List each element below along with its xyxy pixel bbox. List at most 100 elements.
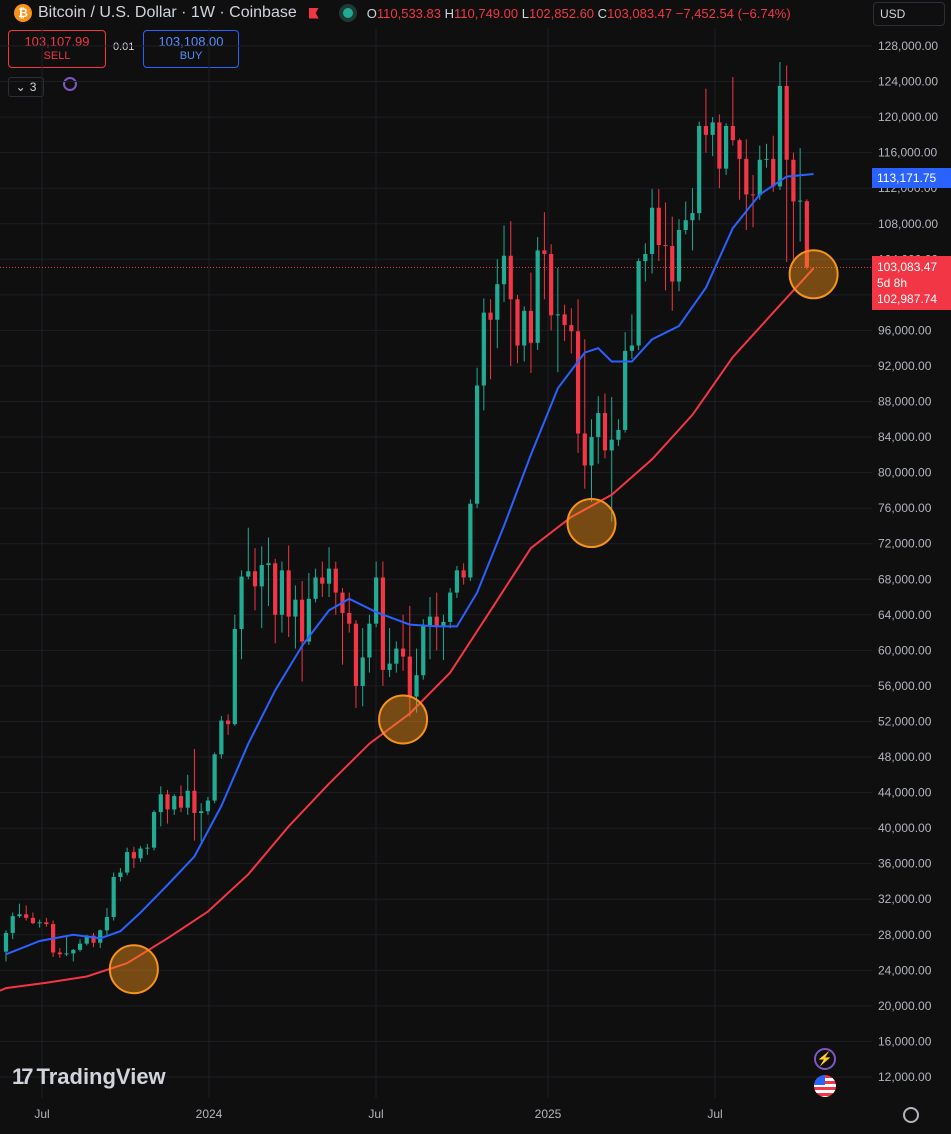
candle <box>750 174 756 228</box>
candle <box>30 912 36 925</box>
candle-body <box>690 213 695 221</box>
candle-body <box>374 577 379 624</box>
candle <box>562 304 567 342</box>
candle <box>649 189 655 274</box>
candle-body <box>57 952 62 955</box>
candle <box>374 561 379 628</box>
price-tick-label: 128,000.00 <box>878 39 938 53</box>
candle <box>488 299 493 380</box>
highlight-circle <box>378 694 429 745</box>
candle <box>71 948 76 962</box>
candle-body <box>427 616 433 626</box>
candle <box>145 844 150 855</box>
candle <box>757 145 762 200</box>
candle <box>219 716 224 759</box>
candle-body <box>798 200 803 202</box>
candle-body <box>764 158 769 160</box>
candle <box>542 212 547 300</box>
candle <box>764 143 769 168</box>
candle <box>104 908 110 935</box>
candle-body <box>165 794 170 810</box>
refresh-icon[interactable] <box>63 77 77 91</box>
candle-body <box>744 158 749 195</box>
candle-body <box>387 663 392 670</box>
candle <box>414 648 419 713</box>
candle <box>165 789 170 824</box>
candle <box>232 614 237 726</box>
time-axis-label: Jul <box>368 1107 383 1121</box>
candle <box>636 258 641 350</box>
candle-body <box>3 932 9 952</box>
indicators-toggle[interactable]: ⌄ 3 <box>8 77 44 97</box>
price-tick-label: 120,000.00 <box>878 110 938 124</box>
candle-body <box>549 253 554 316</box>
currency-selector[interactable]: USD <box>873 2 945 26</box>
buy-button[interactable]: 103,108.00 BUY <box>143 30 239 68</box>
candle <box>535 237 540 350</box>
candle-body <box>623 350 628 430</box>
candle <box>508 221 513 366</box>
symbol-title[interactable]: Bitcoin / U.S. Dollar · 1W · Coinbase <box>38 4 297 21</box>
candle-body <box>629 345 634 351</box>
candle <box>313 568 318 603</box>
price-tick-label: 32,000.00 <box>878 892 932 906</box>
candle <box>690 188 695 251</box>
price-tick-label: 80,000.00 <box>878 466 932 480</box>
candle-body <box>676 229 682 282</box>
symbol-header: ₿ Bitcoin / U.S. Dollar · 1W · Coinbase … <box>0 0 870 26</box>
gear-icon[interactable] <box>903 1107 919 1123</box>
bolt-icon[interactable]: ⚡ <box>814 1048 836 1070</box>
buy-price: 103,108.00 <box>158 34 224 49</box>
candle <box>24 905 29 921</box>
candle-body <box>670 245 675 282</box>
candle <box>320 561 325 598</box>
candle <box>602 393 608 459</box>
flag-icon[interactable] <box>308 7 319 19</box>
candle <box>515 294 520 364</box>
candle <box>461 563 466 585</box>
candle <box>697 121 702 221</box>
candle <box>367 614 372 673</box>
candle-body <box>151 812 157 848</box>
candle-body <box>542 250 547 254</box>
sell-label: SELL <box>43 50 71 62</box>
price-tick-label: 56,000.00 <box>878 679 932 693</box>
candle-body <box>724 125 729 169</box>
candle-body <box>441 621 446 626</box>
candle-body <box>784 85 789 160</box>
candle-body <box>771 158 776 187</box>
price-tick-label: 108,000.00 <box>878 217 938 231</box>
price-tick-label: 72,000.00 <box>878 537 932 551</box>
price-tick-label: 64,000.00 <box>878 608 932 622</box>
candle-body <box>710 122 715 135</box>
sell-button[interactable]: 103,107.99 SELL <box>8 30 106 68</box>
candle <box>522 306 527 362</box>
candle-body <box>643 253 648 262</box>
candle-body <box>118 872 123 877</box>
candle <box>17 903 22 918</box>
candle-body <box>448 592 453 622</box>
candle <box>185 774 190 815</box>
candle-body <box>434 616 439 626</box>
candle-body <box>71 949 76 954</box>
candle <box>239 570 244 660</box>
us-flag-icon[interactable] <box>814 1075 836 1097</box>
candle-body <box>313 577 318 599</box>
candle <box>252 548 258 611</box>
candle-body <box>602 413 608 451</box>
candle-body <box>64 953 69 955</box>
price-tick-label: 24,000.00 <box>878 963 932 977</box>
candle <box>273 558 278 644</box>
candle-body <box>158 794 163 813</box>
tradingview-logo[interactable]: 17 TradingView <box>12 1064 166 1090</box>
candle <box>400 614 406 671</box>
candle-body <box>697 125 702 214</box>
candle-body <box>407 656 412 697</box>
price-tick-label: 68,000.00 <box>878 572 932 586</box>
sell-price: 103,107.99 <box>24 34 90 49</box>
price-tick-label: 92,000.00 <box>878 359 932 373</box>
candle <box>205 796 210 815</box>
time-axis-label: Jul <box>707 1107 722 1121</box>
price-tick-label: 52,000.00 <box>878 714 932 728</box>
